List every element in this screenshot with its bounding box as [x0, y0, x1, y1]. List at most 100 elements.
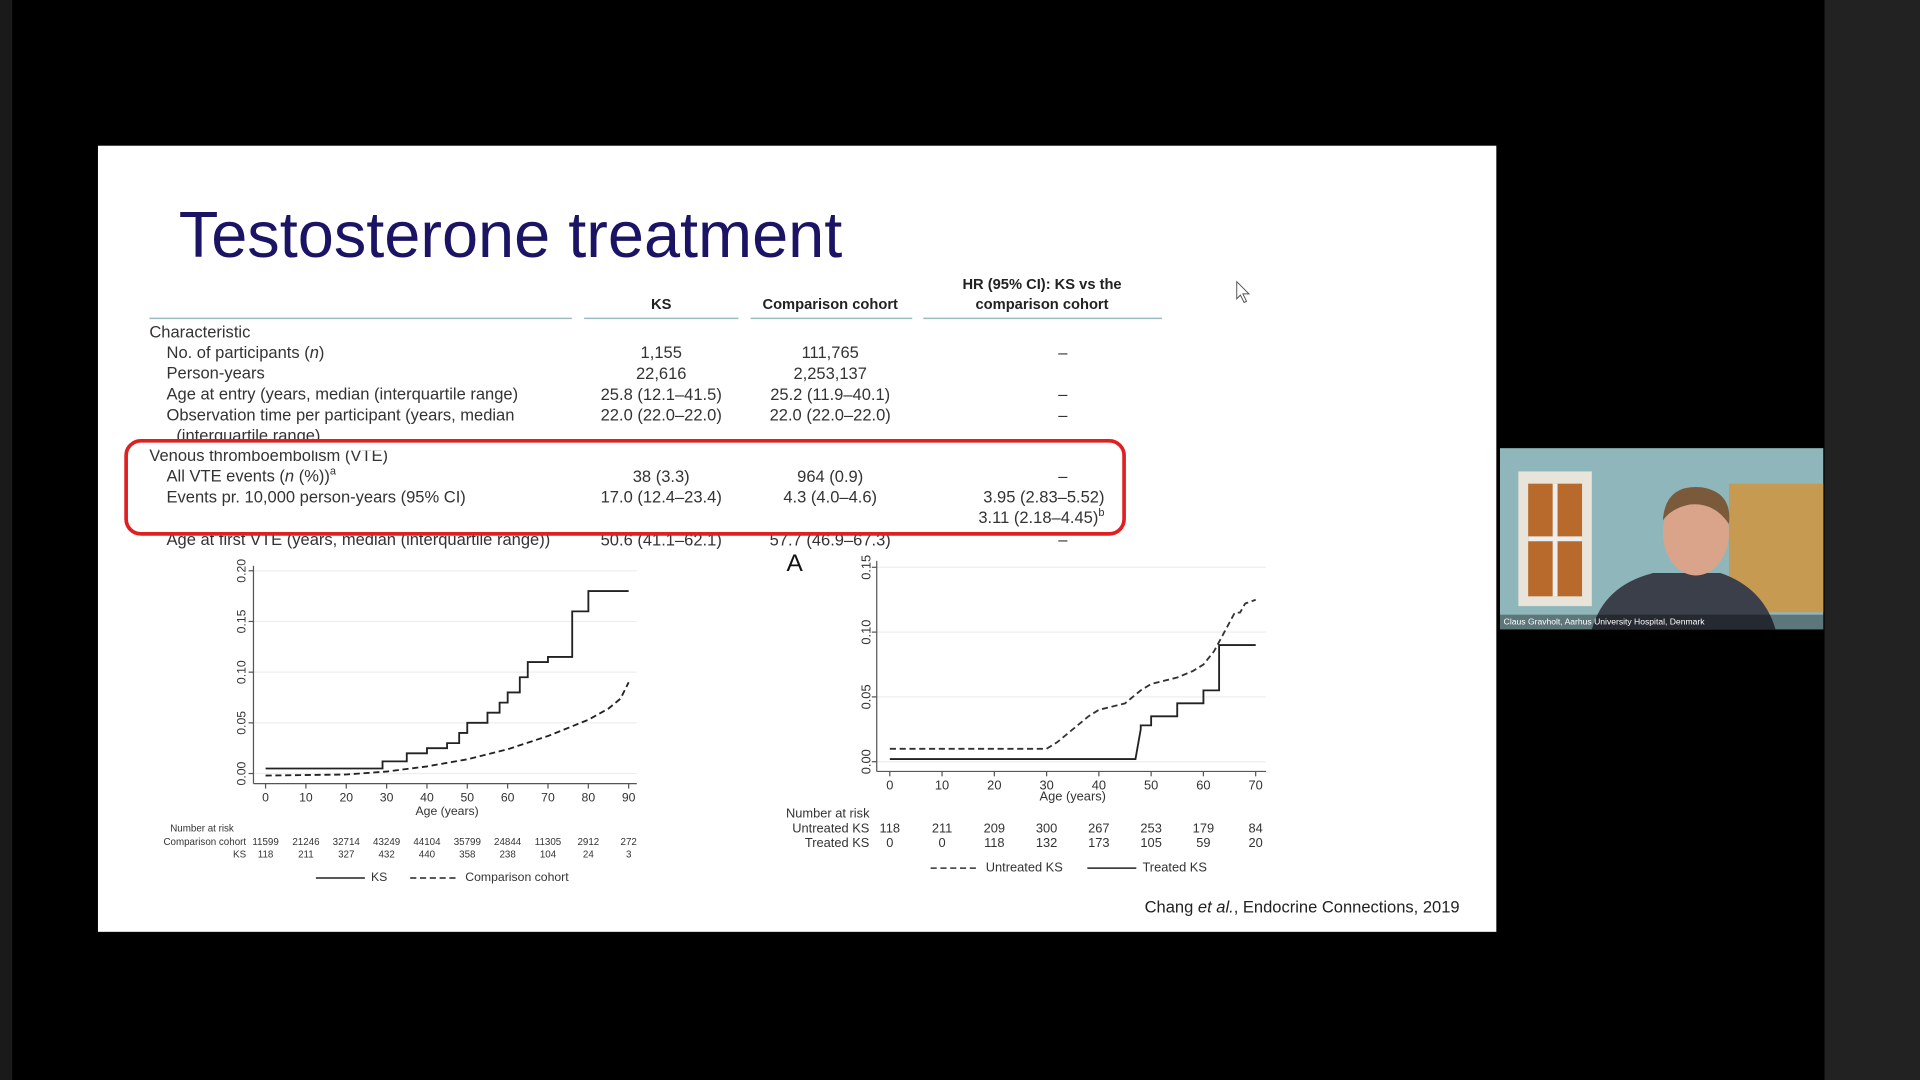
legend-label: Treated KS: [1142, 860, 1207, 875]
cell-text: –: [1058, 531, 1068, 550]
risk-row-name: Untreated KS: [792, 820, 869, 835]
x-tick-label: 90: [622, 791, 636, 805]
footnote-mark: b: [1098, 507, 1104, 519]
slide: [97, 145, 1497, 932]
cell: 2,253,137: [793, 364, 866, 383]
risk-count: 3: [626, 849, 632, 860]
risk-count: 59: [1196, 835, 1210, 850]
cell-text: 3.11 (2.18–4.45): [978, 509, 1098, 528]
label-part: Age at entry (years, median (interquarti…: [167, 385, 519, 404]
risk-count: 173: [1088, 835, 1109, 850]
cell: 22,616: [636, 364, 687, 383]
x-tick-label: 10: [935, 778, 949, 793]
edge: [0, 0, 13, 1080]
risk-table-title: Number at risk: [786, 806, 870, 821]
x-tick-label: 40: [420, 791, 434, 805]
row-label: Age at entry (years, median (interquarti…: [167, 385, 519, 404]
cell: –: [1058, 406, 1068, 425]
risk-row-name: KS: [233, 849, 247, 860]
risk-count: 211: [298, 849, 314, 860]
x-tick-label: 60: [1196, 778, 1210, 793]
risk-count: 432: [378, 849, 394, 860]
cell-text: –: [1058, 343, 1068, 362]
video-caption: Claus Gravholt, Aarhus University Hospit…: [1504, 616, 1706, 626]
y-tick-label: 0.10: [235, 660, 249, 684]
y-tick-label: 0.15: [235, 609, 249, 633]
risk-count: 105: [1140, 835, 1161, 850]
risk-count: 24: [583, 849, 594, 860]
cell: 25.2 (11.9–40.1): [770, 385, 890, 404]
label-part: n: [285, 467, 294, 486]
cell: –: [1058, 531, 1068, 550]
risk-count: 118: [984, 835, 1004, 850]
x-tick-label: 80: [582, 791, 596, 805]
person-head: [1662, 489, 1729, 576]
risk-count: 211: [932, 820, 952, 835]
cell: 22.0 (22.0–22.0): [770, 406, 891, 425]
risk-count: 132: [1036, 835, 1057, 850]
y-tick-label: 0.05: [235, 711, 249, 735]
highlight-box: [124, 438, 1126, 536]
x-tick-label: 70: [541, 791, 555, 805]
risk-count: 253: [1140, 820, 1161, 835]
cell: 38 (3.3): [633, 467, 690, 486]
cell: 111,765: [802, 343, 859, 362]
x-tick-label: 0: [262, 791, 269, 805]
row-label: Observation time per participant (years,…: [167, 406, 515, 425]
cell: –: [1058, 467, 1068, 486]
panel-label: A: [787, 550, 804, 577]
row-label: Events pr. 10,000 person-years (95% CI): [167, 488, 466, 507]
risk-table-title: Number at risk: [170, 824, 234, 835]
x-axis-label: Age (years): [1040, 789, 1106, 804]
risk-count: 179: [1193, 820, 1214, 835]
video-tile: Claus Gravholt, Aarhus University Hospit…: [1500, 448, 1824, 630]
risk-count: 11599: [252, 837, 278, 848]
risk-count: 300: [1036, 820, 1057, 835]
y-tick-label: 0.10: [858, 620, 873, 645]
risk-count: 327: [338, 849, 354, 860]
cell: –: [1058, 385, 1068, 404]
x-tick-label: 20: [339, 791, 353, 805]
series-line: [889, 644, 1256, 760]
risk-count: 43249: [373, 837, 400, 848]
cell-text: –: [1058, 467, 1068, 486]
row-label: No. of participants (n): [167, 343, 325, 362]
citation-part: et al.: [1198, 898, 1234, 917]
y-tick-label: 0.00: [235, 761, 249, 785]
x-tick-label: 40: [1092, 778, 1106, 793]
risk-count: 0: [886, 835, 893, 850]
x-tick-label: 20: [987, 778, 1001, 793]
risk-row-name: Treated KS: [805, 835, 870, 850]
label-part: n: [310, 343, 319, 362]
label-part: ): [319, 343, 325, 362]
cell: 25.8 (12.1–41.5): [601, 385, 722, 404]
cell: 1,155: [641, 343, 682, 362]
label-part: Observation time per participant (years,…: [167, 406, 515, 425]
risk-count: 440: [419, 849, 436, 860]
risk-count: 0: [938, 835, 945, 850]
label-part: Events pr. 10,000 person-years (95% CI): [167, 488, 466, 507]
x-tick-label: 70: [1249, 778, 1263, 793]
footnote-mark: a: [330, 465, 337, 477]
cell-text: –: [1058, 385, 1068, 404]
x-tick-label: 10: [299, 791, 313, 805]
risk-count: 272: [621, 837, 637, 848]
row-label: Person-years: [167, 364, 265, 383]
risk-count: 238: [499, 849, 516, 860]
risk-count: 84: [1249, 820, 1263, 835]
risk-count: 11305: [535, 837, 562, 848]
citation: Chang et al., Endocrine Connections, 201…: [1145, 898, 1460, 917]
risk-count: 35799: [454, 837, 481, 848]
cell: 3.95 (2.83–5.52): [983, 488, 1104, 507]
label-part: (%)): [294, 467, 330, 486]
section-label: Characteristic: [149, 322, 250, 341]
legend-label: KS: [371, 870, 387, 884]
x-tick-label: 50: [1144, 778, 1158, 793]
risk-count: 358: [459, 849, 476, 860]
risk-count: 21246: [292, 837, 320, 848]
column-header: HR (95% CI): KS vs the: [962, 277, 1121, 293]
y-tick-label: 0.15: [858, 555, 873, 580]
row-label: All VTE events (n (%))a: [167, 465, 337, 486]
risk-count: 267: [1088, 820, 1109, 835]
legend-label: Untreated KS: [986, 860, 1063, 875]
